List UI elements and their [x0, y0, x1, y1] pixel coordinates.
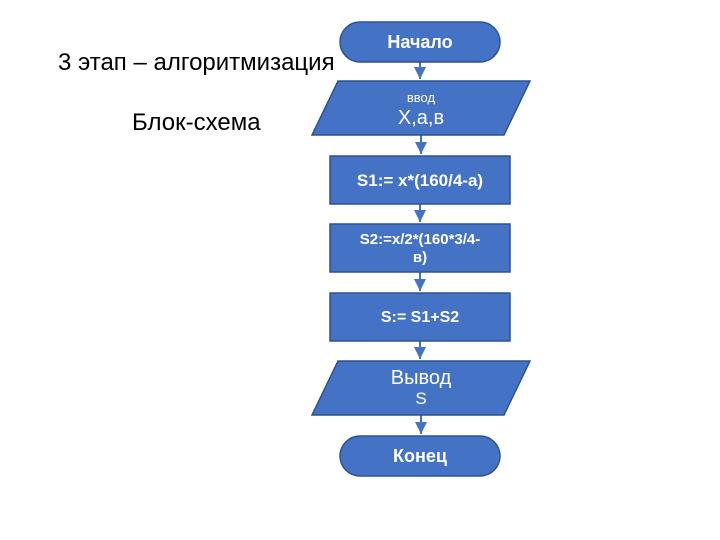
flow-node-output: ВыводS — [312, 361, 530, 415]
flow-node-start: Начало — [340, 22, 500, 62]
flow-node-text: Начало — [387, 32, 452, 52]
flow-node-text: S:= S1+S2 — [381, 309, 459, 326]
flow-node-text: ввод — [407, 90, 436, 105]
flow-node-text: Вывод — [391, 367, 452, 389]
flowchart-canvas: Начало ввод Х,а,в S1:= х*(160/4-а) S2:=х/2*(… — [0, 0, 720, 540]
flow-node-s2: S2:=х/2*(160*3/4-в) — [330, 224, 510, 272]
flow-node-text: в) — [413, 249, 427, 266]
flow-node-text: Х,а,в — [398, 107, 444, 129]
flow-node-end: Конец — [340, 436, 500, 476]
flow-node-s1: S1:= х*(160/4-а) — [330, 156, 510, 204]
flow-node-text: S1:= х*(160/4-а) — [357, 171, 483, 190]
flow-node-s: S:= S1+S2 — [330, 293, 510, 341]
flow-node-input: ввод Х,а,в — [312, 81, 530, 135]
flow-node-text: S2:=х/2*(160*3/4- — [360, 231, 481, 248]
flow-node-text: S — [415, 389, 426, 408]
flow-node-text: Конец — [393, 446, 447, 466]
